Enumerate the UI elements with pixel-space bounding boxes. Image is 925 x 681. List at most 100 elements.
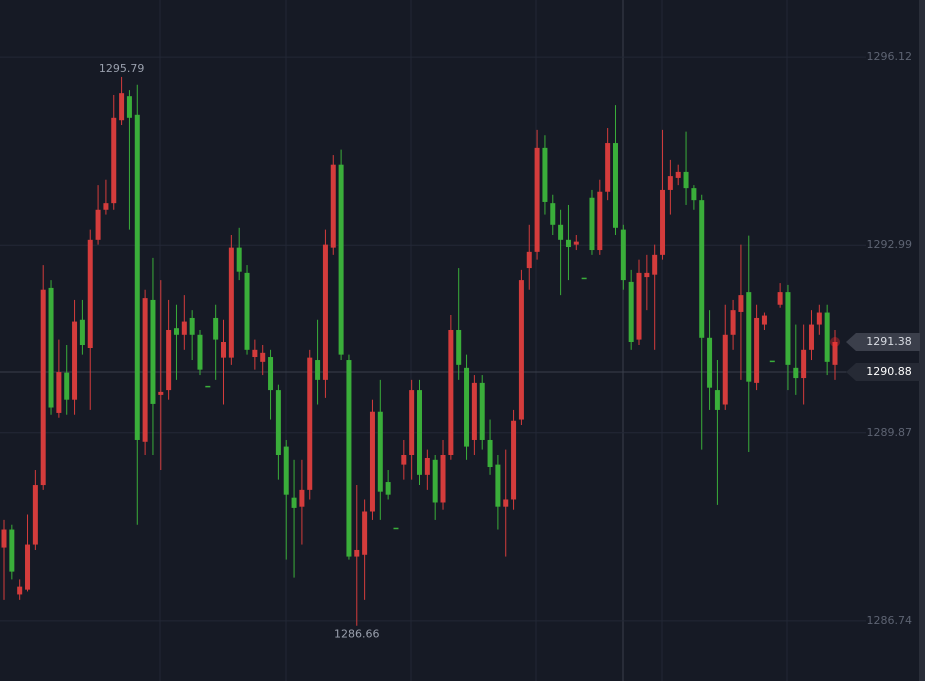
y-tick-label: 1292.99: [867, 238, 913, 251]
candle-body: [283, 446, 289, 495]
candle-body: [691, 188, 697, 201]
candle-body: [17, 586, 23, 595]
scrollbar: [919, 0, 925, 681]
candle-body: [738, 295, 744, 312]
candle-body: [236, 247, 242, 272]
candle-body: [362, 511, 368, 555]
candle-body: [385, 482, 391, 495]
candle-body: [244, 272, 250, 350]
candle-body: [393, 527, 399, 530]
candle-body: [291, 497, 297, 508]
candle-body: [793, 367, 799, 379]
y-tick-label: 1286.74: [867, 614, 913, 627]
candle-body: [503, 499, 509, 507]
candle-body: [683, 171, 689, 189]
candle-body: [722, 334, 728, 405]
candle-body: [197, 334, 203, 370]
candle-body: [173, 328, 179, 335]
candle-body: [346, 360, 352, 557]
candle-body: [134, 114, 140, 440]
candle-body: [495, 464, 501, 507]
candle-body: [228, 247, 234, 358]
candle-body: [440, 455, 446, 503]
candle-body: [40, 289, 46, 486]
candle-body: [221, 342, 227, 358]
candle-body: [652, 254, 658, 275]
candle-body: [816, 312, 822, 325]
last-price-label-bg: [846, 333, 920, 352]
candle-body: [322, 244, 328, 380]
crosshair-price-label: 1290.88: [866, 365, 912, 378]
candle-body: [636, 272, 642, 340]
y-tick-label: 1296.12: [867, 50, 913, 63]
candle-body: [707, 337, 713, 388]
candle-body: [479, 382, 485, 440]
candle-body: [103, 203, 109, 210]
candle-body: [79, 319, 85, 346]
candle-body: [377, 411, 383, 492]
candle-body: [542, 147, 548, 202]
last-price-label: 1291.38: [866, 335, 912, 348]
candle-body: [589, 197, 595, 251]
candle-body: [119, 93, 125, 121]
candle-body: [777, 292, 783, 305]
candle-body: [526, 251, 532, 269]
candle-body: [299, 489, 305, 507]
candle-body: [597, 191, 603, 251]
candle-body: [9, 529, 15, 572]
candle-body: [746, 292, 752, 382]
candle-body: [518, 280, 524, 420]
candle-body: [56, 372, 62, 413]
candle-body: [605, 143, 611, 192]
candle-body: [754, 317, 760, 383]
candle-body: [573, 241, 579, 245]
max-label: 1295.79: [99, 62, 145, 75]
candle-body: [205, 385, 211, 388]
candle-body: [620, 229, 626, 281]
candle-body: [48, 287, 54, 408]
candle-body: [213, 317, 219, 340]
candle-body: [660, 189, 666, 255]
candle-body: [72, 321, 78, 400]
candle-body: [581, 277, 587, 280]
candle-body: [424, 458, 430, 475]
candle-body: [32, 485, 38, 545]
candle-body: [471, 382, 477, 440]
candle-body: [464, 367, 470, 447]
candle-body: [126, 96, 132, 118]
candle-body: [448, 329, 454, 456]
candle-body: [487, 439, 493, 468]
candle-body: [401, 455, 407, 465]
candle-body: [181, 321, 187, 335]
candle-body: [565, 239, 571, 248]
candle-body: [189, 317, 195, 335]
candle-body: [644, 272, 650, 278]
candle-body: [307, 357, 313, 490]
candle-body: [761, 315, 767, 325]
candle-body: [675, 171, 681, 178]
candle-body: [808, 324, 814, 350]
candle-body: [832, 342, 838, 365]
candle-body: [699, 200, 705, 338]
y-tick-label: 1289.87: [867, 426, 913, 439]
candle-body: [369, 411, 375, 512]
candle-body: [628, 281, 634, 343]
candle-body: [87, 239, 93, 349]
candle-body: [1, 529, 7, 548]
candle-body: [260, 352, 266, 362]
candle-body: [166, 329, 172, 391]
candle-body: [354, 549, 360, 557]
candle-body: [730, 310, 736, 335]
candle-body: [417, 390, 422, 475]
candle-body: [338, 164, 344, 355]
candle-body: [95, 209, 101, 240]
last-price-glow: [830, 337, 840, 348]
candle-body: [534, 147, 540, 252]
candle-body: [550, 203, 556, 225]
candle-body: [785, 292, 791, 365]
candle-body: [801, 349, 807, 379]
candle-body: [667, 176, 673, 190]
candle-body: [158, 391, 164, 395]
candle-body: [315, 360, 321, 380]
